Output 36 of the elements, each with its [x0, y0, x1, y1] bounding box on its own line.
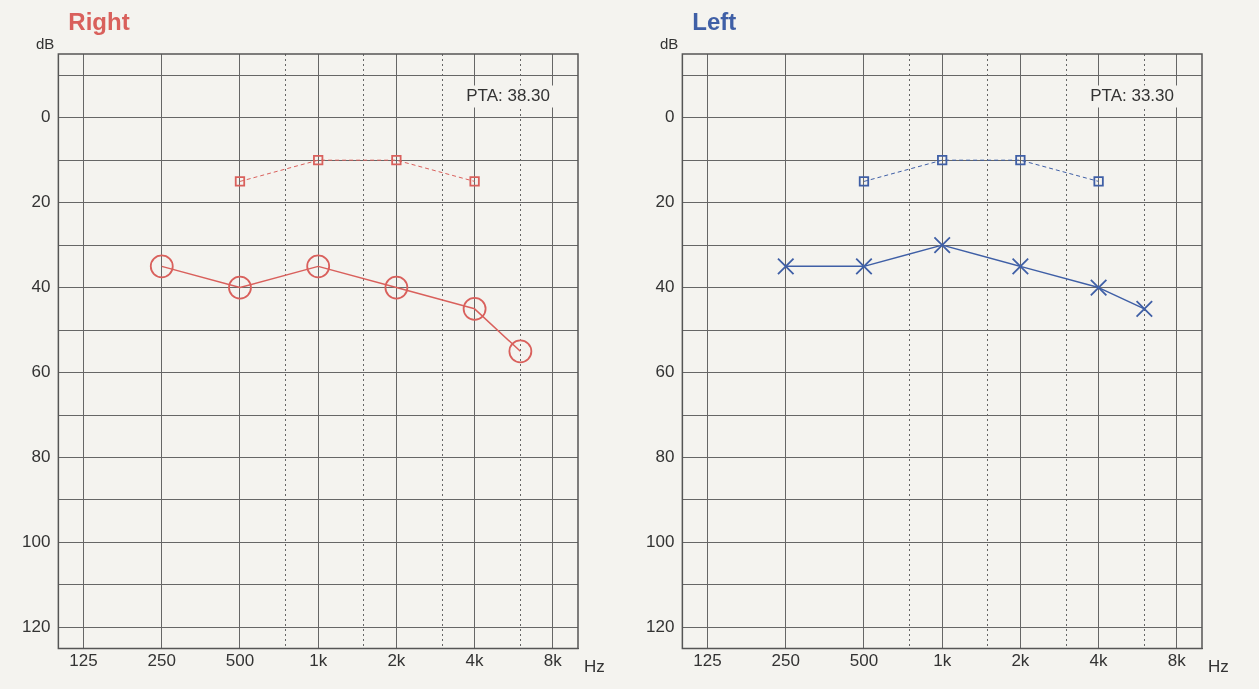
y-tick-label: 60	[655, 362, 675, 382]
x-tick-label: 4k	[465, 651, 485, 671]
y-tick-label: 20	[655, 192, 675, 212]
x-tick-label: 8k	[1167, 651, 1187, 671]
y-tick-label: 60	[31, 362, 51, 382]
y-tick-label: 100	[21, 532, 51, 552]
y-axis-title: dB	[36, 34, 55, 52]
x-tick-label: 250	[147, 651, 176, 671]
y-tick-label: 80	[655, 447, 675, 467]
x-tick-label: 500	[849, 651, 879, 671]
y-tick-label: 120	[21, 617, 51, 637]
x-tick-label: 2k	[1011, 651, 1030, 671]
x-tick-label: 2k	[387, 651, 406, 671]
x-tick-label: 125	[693, 651, 722, 671]
x-tick-label: 125	[69, 651, 98, 671]
x-tick-label: 250	[771, 651, 800, 671]
y-tick-label: 100	[645, 532, 675, 552]
y-tick-label: 20	[31, 192, 51, 212]
chart-title: Left	[692, 8, 737, 35]
x-tick-label: 8k	[543, 651, 563, 671]
y-tick-label: 40	[31, 277, 51, 297]
x-tick-label: 1k	[309, 651, 328, 671]
x-tick-label: 1k	[933, 651, 952, 671]
x-tick-label: 4k	[1089, 651, 1109, 671]
annotation: PTA: 38.30	[466, 86, 550, 106]
y-tick-label: 120	[645, 617, 675, 637]
x-axis-title: Hz	[584, 656, 605, 676]
y-tick-label: 0	[664, 107, 675, 127]
y-tick-label: 0	[40, 107, 51, 127]
y-tick-label: 80	[31, 447, 51, 467]
annotation: PTA: 33.30	[1090, 86, 1174, 106]
x-tick-label: 500	[225, 651, 255, 671]
y-tick-label: 40	[655, 277, 675, 297]
chart-title: Right	[68, 8, 130, 35]
y-axis-title: dB	[660, 34, 679, 52]
x-axis-title: Hz	[1208, 656, 1229, 676]
